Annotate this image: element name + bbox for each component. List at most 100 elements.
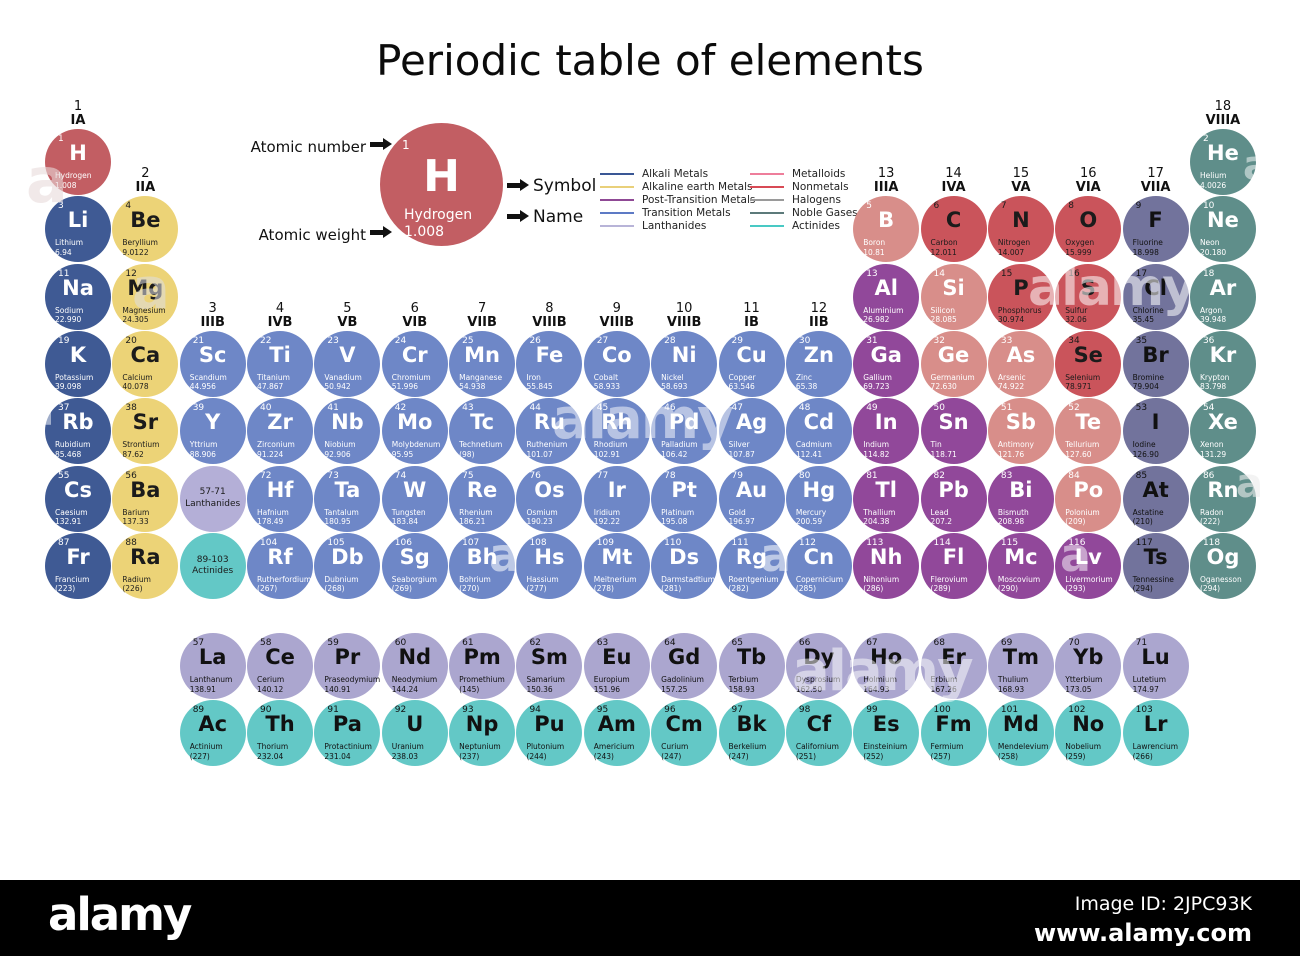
element-name: Argon	[1199, 305, 1223, 315]
element-name: Gold	[728, 507, 746, 517]
atomic-weight: 178.49	[257, 517, 284, 526]
atomic-number: 59	[327, 638, 339, 648]
element-name: Fluorine	[1132, 238, 1163, 248]
element-symbol: Cf	[806, 712, 832, 737]
element-name: Platinum	[661, 507, 695, 517]
element-cell-I: 53 I Iodine 126.90	[1122, 398, 1189, 465]
element-name: Manganese	[459, 372, 503, 382]
atomic-number: 1	[58, 134, 64, 144]
element-symbol: Pt	[671, 477, 697, 502]
element-cell-Cm: 96 Cm Curium (247)	[651, 700, 718, 767]
group-number: 4	[275, 300, 285, 316]
atomic-number: 29	[731, 335, 743, 346]
group-roman: VIB	[402, 314, 428, 330]
group-number: 3	[208, 300, 217, 316]
element-cell-Lr: 103 Lr Lawrencium (266)	[1122, 700, 1189, 767]
element-name: Tungsten	[391, 507, 426, 517]
atomic-weight: 10.81	[863, 247, 885, 257]
element-symbol: Md	[1002, 712, 1039, 737]
group-roman: VIA	[1075, 180, 1101, 196]
atomic-weight: 183.84	[391, 517, 418, 526]
alamy-url-text: www.alamy.com	[1033, 918, 1252, 947]
group-header-8: 8 VIIIB	[516, 301, 582, 330]
element-name: Rutherfordium	[257, 574, 312, 584]
atomic-weight: (98)	[459, 449, 475, 459]
name-label: Name	[533, 207, 584, 227]
element-symbol: La	[198, 645, 227, 669]
element-name: Lawrencium	[1132, 742, 1179, 752]
atomic-weight: 85.468	[55, 449, 82, 459]
legend-color-swatch	[750, 224, 784, 227]
element-symbol: Tm	[1002, 645, 1039, 669]
element-symbol: Te	[1075, 410, 1102, 435]
element-cell-Fl: 114 Fl Flerovium (289)	[920, 532, 987, 599]
atomic-weight: 58.933	[593, 382, 621, 392]
element-symbol: U	[406, 712, 424, 737]
atomic-weight: 232.04	[257, 751, 284, 761]
atomic-weight: (289)	[930, 584, 951, 594]
atomic-number-arrow-icon	[370, 138, 392, 150]
element-name: Magnesium	[122, 305, 166, 315]
atomic-number: 18	[1202, 268, 1215, 279]
element-name: Zinc	[795, 372, 812, 382]
atomic-number: 116	[1068, 537, 1086, 548]
atomic-number: 24	[394, 335, 407, 346]
atomic-weight: (209)	[1065, 517, 1086, 526]
element-symbol: O	[1079, 208, 1098, 233]
element-symbol: Sn	[938, 410, 969, 435]
atomic-number: 32	[933, 335, 945, 346]
legend-item-label: Alkaline earth Metals	[642, 180, 753, 193]
element-symbol: Ru	[533, 410, 565, 435]
element-cell-Pa: 91 Pa Protactinium 231.04	[314, 700, 381, 767]
element-cell-Mo: 42 Mo Molybdenum 95.95	[381, 398, 448, 465]
element-cell-V: 23 V Vanadium 50.942	[314, 330, 381, 397]
element-symbol: Es	[872, 712, 900, 737]
atomic-number: 16	[1068, 268, 1080, 279]
element-symbol: Cr	[401, 342, 428, 367]
atomic-number: 58	[260, 638, 272, 648]
element-name: Tin	[930, 440, 942, 450]
atomic-weight: (268)	[324, 584, 345, 594]
atomic-number: 3	[58, 201, 64, 212]
element-symbol: Th	[265, 712, 295, 737]
element-symbol: I	[1151, 410, 1160, 435]
atomic-weight-arrow-icon	[370, 226, 392, 238]
element-cell-W: 74 W Tungsten 183.84	[381, 465, 448, 532]
group-header-7: 7 VIIB	[449, 301, 515, 330]
atomic-weight: 126.90	[1132, 449, 1159, 459]
element-cell-No: 102 No Nobelium (259)	[1055, 700, 1122, 767]
element-symbol: Fe	[535, 342, 564, 367]
element-symbol: Ni	[671, 342, 697, 367]
element-name: Yttrium	[189, 440, 218, 450]
legend-item-halogens: Halogens	[750, 193, 908, 206]
legend-item-label: Alkali Metals	[642, 167, 709, 180]
element-symbol: Er	[941, 645, 966, 669]
element-cell-Ra: 88 Ra Radium (226)	[112, 532, 179, 599]
atomic-number: 76	[529, 470, 541, 481]
atomic-number: 4	[125, 201, 132, 212]
element-cell-Re: 75 Re Rhenium 186.21	[449, 465, 516, 532]
element-cell-F: 9 F Fluorine 18.998	[1122, 196, 1189, 263]
atomic-weight: 132.91	[55, 517, 82, 526]
element-name: Oxygen	[1065, 238, 1095, 248]
element-name: Calcium	[122, 372, 153, 382]
atomic-number: 13	[866, 268, 878, 279]
element-cell-O: 8 O Oxygen 15.999	[1055, 196, 1122, 263]
atomic-number-label: Atomic number	[250, 138, 366, 156]
element-cell-At: 85 At Astatine (210)	[1122, 465, 1189, 532]
atomic-weight: 167.26	[930, 684, 957, 694]
element-symbol: W	[403, 477, 427, 502]
element-cell-Og: 118 Og Oganesson (294)	[1189, 532, 1256, 599]
element-name: Cerium	[257, 675, 285, 684]
atomic-weight: 87.62	[122, 449, 144, 459]
atomic-weight: 180.95	[324, 517, 351, 526]
atomic-weight: 50.942	[324, 382, 351, 392]
element-symbol: Ge	[937, 342, 970, 367]
element-symbol: Br	[1142, 342, 1169, 367]
element-symbol: Ir	[607, 477, 626, 502]
element-name: Radium	[122, 574, 151, 584]
element-symbol: Bi	[1009, 477, 1033, 502]
element-symbol: V	[339, 342, 356, 367]
element-symbol: Cu	[736, 342, 767, 367]
atomic-weight: 238.03	[391, 751, 418, 761]
